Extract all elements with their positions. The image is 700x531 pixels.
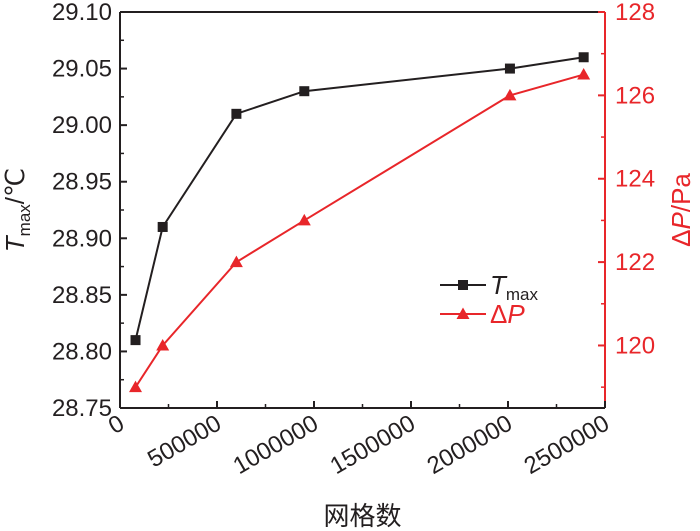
legend-label-deltap: ΔP — [490, 299, 525, 329]
data-point-deltap — [129, 380, 143, 393]
y-left-tick-label: 28.75 — [52, 395, 112, 422]
legend-marker-deltap — [456, 307, 470, 319]
y-left-tick-label: 28.95 — [52, 169, 112, 196]
y-right-axis-title-prefix: Δ — [666, 230, 696, 247]
data-point-tmax — [504, 63, 515, 74]
series-line-deltap — [134, 73, 584, 388]
data-point-tmax — [578, 52, 589, 63]
x-tick-label: 1500000 — [326, 410, 420, 480]
data-point-tmax — [299, 86, 310, 97]
y-left-axis-title-unit: /℃ — [0, 168, 30, 204]
legend-marker-tmax — [458, 280, 468, 290]
x-tick-label: 2500000 — [520, 410, 614, 480]
y-left-axis-title-sub: max — [15, 204, 34, 237]
y-right-tick-label: 122 — [615, 249, 655, 276]
data-point-deltap — [297, 213, 311, 226]
data-point-tmax — [157, 221, 168, 232]
legend-label-tmax: Tmax — [490, 270, 539, 304]
legend-label-deltap-main: P — [507, 299, 525, 329]
y-right-axis-title: ΔP/Pa — [666, 173, 696, 247]
legend-label-tmax-main: T — [490, 270, 508, 300]
y-left-tick-label: 28.80 — [52, 338, 112, 365]
x-tick-label: 1000000 — [229, 410, 323, 480]
data-point-tmax — [231, 108, 242, 119]
y-left-tick-label: 29.05 — [52, 56, 112, 83]
data-point-deltap — [577, 68, 591, 80]
y-left-tick-label: 28.90 — [52, 225, 112, 252]
y-right-axis-title-unit: /Pa — [666, 173, 696, 213]
y-left-tick-label: 28.85 — [52, 282, 112, 309]
y-right-tick-label: 126 — [615, 82, 655, 109]
y-left-axis-title-main: T — [0, 234, 30, 252]
x-tick-label: 500000 — [143, 410, 226, 473]
x-axis-title: 网格数 — [323, 501, 401, 531]
y-left-axis-title: Tmax/℃ — [0, 168, 34, 252]
data-point-deltap — [503, 88, 517, 101]
y-right-tick-label: 128 — [615, 0, 655, 26]
y-right-tick-label: 120 — [615, 332, 655, 359]
legend-label-tmax-sub: max — [506, 285, 539, 304]
x-tick-label: 0 — [104, 410, 129, 440]
y-left-tick-label: 29.00 — [52, 112, 112, 139]
data-point-deltap — [229, 255, 243, 268]
series-line-tmax — [134, 56, 584, 341]
y-right-axis-title-main: P — [666, 212, 696, 230]
data-point-deltap — [156, 338, 170, 351]
y-right-tick-label: 124 — [615, 166, 655, 193]
x-tick-label: 2000000 — [423, 410, 517, 480]
data-point-tmax — [130, 335, 141, 346]
y-left-tick-label: 29.10 — [52, 0, 112, 26]
legend-label-deltap-prefix: Δ — [490, 299, 507, 329]
